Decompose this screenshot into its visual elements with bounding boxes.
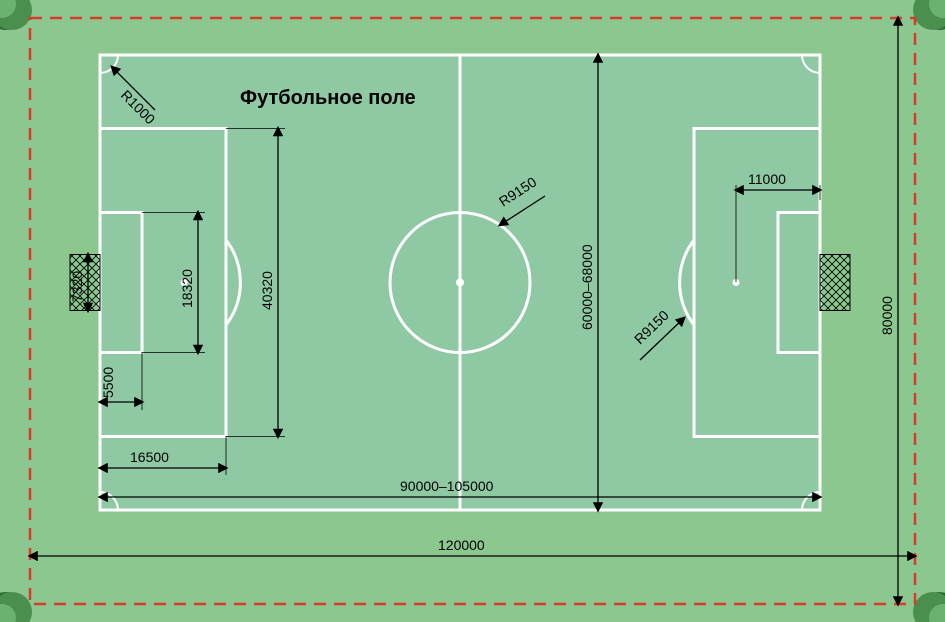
svg-text:5500: 5500 [100,367,116,398]
svg-text:90000–105000: 90000–105000 [400,478,494,494]
svg-text:120000: 120000 [438,537,485,553]
svg-text:11000: 11000 [748,171,786,187]
svg-text:18320: 18320 [179,269,195,308]
svg-text:16500: 16500 [130,449,169,465]
svg-text:80000: 80000 [879,296,895,335]
svg-text:7320: 7320 [69,271,85,302]
diagram-title: Футбольное поле [240,87,416,109]
svg-text:40320: 40320 [259,271,275,310]
svg-text:60000–68000: 60000–68000 [579,244,595,330]
right-goal-net [820,255,850,311]
center-spot [456,279,464,287]
